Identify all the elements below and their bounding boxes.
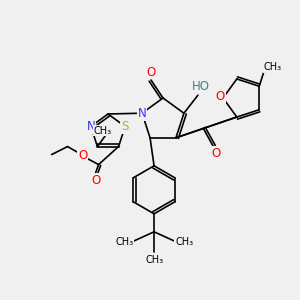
Text: CH₃: CH₃ [175,237,193,247]
Text: N: N [86,120,95,133]
Text: CH₃: CH₃ [264,62,282,72]
Text: CH₃: CH₃ [115,237,133,247]
Text: O: O [215,91,225,103]
Text: S: S [122,120,129,133]
Text: O: O [78,149,87,162]
Text: CH₃: CH₃ [94,126,112,136]
Text: N: N [138,107,146,120]
Text: CH₃: CH₃ [145,255,163,265]
Text: O: O [212,147,221,160]
Text: O: O [91,174,100,187]
Text: O: O [146,65,156,79]
Text: HO: HO [192,80,210,93]
